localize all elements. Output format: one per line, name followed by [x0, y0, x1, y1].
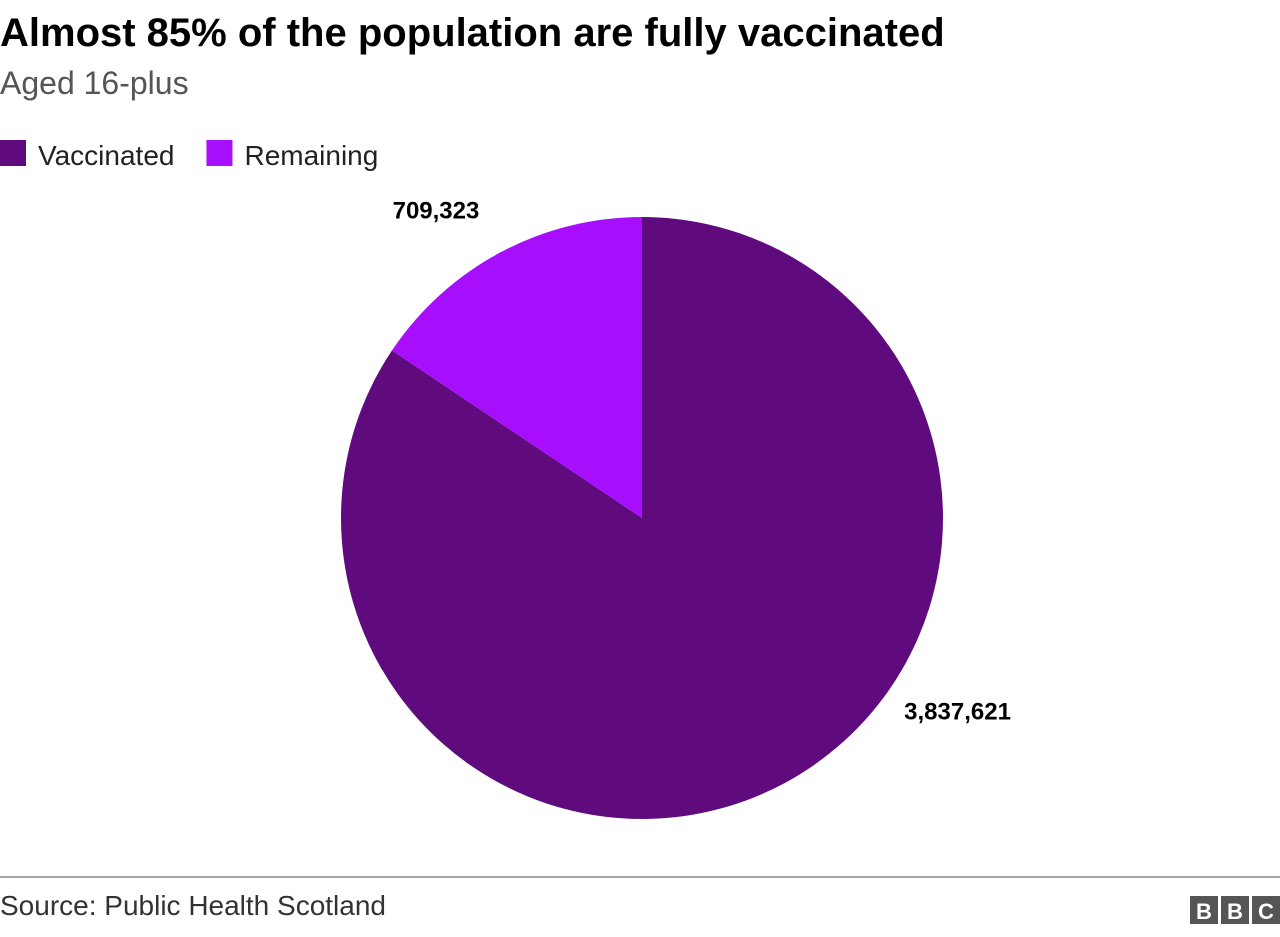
- legend-label: Vaccinated: [38, 140, 174, 171]
- logo-box: [1221, 896, 1249, 924]
- logo-letter: B: [1227, 899, 1243, 924]
- value-label: 709,323: [393, 197, 480, 224]
- pie-slice: [391, 217, 642, 518]
- legend-label: Remaining: [244, 140, 378, 171]
- legend-swatch: [206, 140, 233, 166]
- chart-subtitle: Aged 16-plus: [0, 65, 189, 101]
- chart-title: Almost 85% of the population are fully v…: [0, 11, 945, 55]
- value-label: 3,837,621: [904, 699, 1011, 726]
- pie-slice: [341, 217, 943, 819]
- logo-letter: C: [1258, 899, 1274, 924]
- logo-letter: B: [1196, 899, 1212, 924]
- logo-box: [1190, 896, 1218, 924]
- source: Source: Public Health Scotland: [0, 890, 386, 921]
- legend-swatch: [0, 140, 26, 166]
- logo-box: [1252, 896, 1280, 924]
